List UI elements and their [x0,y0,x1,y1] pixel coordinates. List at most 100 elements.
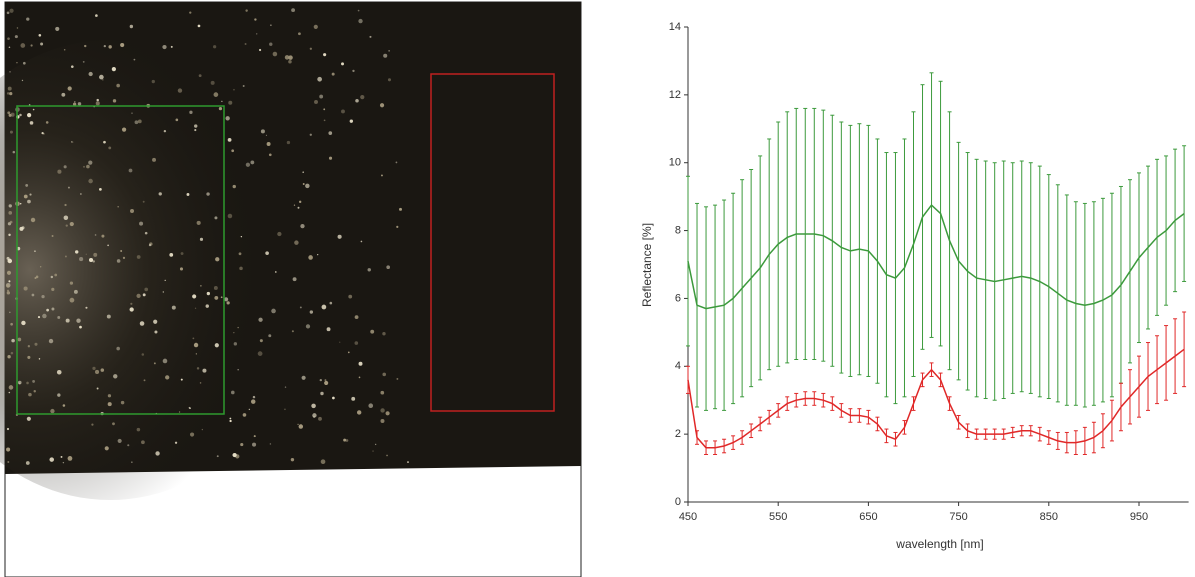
speckle [312,413,317,418]
speckle [399,207,402,211]
speckle [290,457,295,462]
speckle [374,443,377,446]
image-texture [0,40,310,500]
speckle [206,192,210,196]
speckle [291,8,296,13]
speckle [21,320,26,326]
speckle [77,102,82,106]
speckle [301,375,306,380]
speckle [99,188,102,191]
speckle [171,305,176,310]
speckle [313,416,315,418]
speckle [26,381,29,385]
speckle [63,48,66,51]
y-tick-label: 4 [675,360,681,372]
speckle [277,231,282,237]
speckle [332,396,335,400]
speckle [50,275,54,279]
speckle [230,390,235,395]
speckle [258,317,263,322]
speckle [37,316,41,319]
speckle [7,86,12,91]
green-roi [16,105,225,415]
speckle [92,260,95,263]
speckle [169,252,174,257]
speckle [309,310,314,314]
speckle [220,296,223,299]
speckle [286,140,291,145]
speckle [321,304,327,310]
speckle [270,24,272,27]
speckle [205,304,209,308]
speckle [194,128,197,132]
x-tick-label: 950 [1130,511,1148,523]
speckle [120,400,125,405]
speckle [305,324,311,329]
speckle [8,280,11,283]
speckle [162,44,167,50]
speckle [34,277,37,280]
speckle [272,51,278,57]
speckle [95,14,98,17]
speckle [258,48,262,52]
speckles [5,8,409,465]
speckle [127,444,130,447]
speckle [387,78,392,82]
speckle [284,408,286,411]
speckle [49,457,54,462]
speckle [142,293,146,297]
speckle [218,107,223,111]
speckle [372,450,374,452]
speckle [107,402,112,407]
speckle [69,297,75,303]
speckle [318,416,322,421]
speckle [381,174,383,177]
speckle [122,256,126,259]
speckle [16,27,19,29]
speckle [79,325,82,329]
speckle [358,18,363,24]
speckle [96,387,99,390]
speckle [245,9,248,12]
speckle [314,99,318,104]
speckle [6,256,10,260]
speckle [19,203,22,205]
speckle [240,236,243,238]
speckle [395,161,398,164]
speckle [196,220,201,225]
speckle [153,362,156,365]
speckle [31,293,35,297]
speckle [33,390,36,393]
speckle [266,142,271,146]
speckle [30,44,33,47]
speckle [104,446,109,451]
speckle [130,209,135,213]
speckle [396,225,399,228]
speckle [196,367,200,370]
speckle [213,92,219,97]
speckle [162,358,168,364]
speckle [9,71,11,73]
speckle [192,337,195,340]
speckle [269,443,272,445]
x-tick-label: 850 [1040,511,1058,523]
speckle [300,223,305,229]
speckle [252,442,257,447]
speckle [165,375,170,380]
speckle [229,419,232,423]
speckle [120,43,125,48]
speckle [101,234,105,238]
speckle [297,206,300,209]
speckle [229,417,232,420]
speckle [383,53,388,58]
speckle [250,160,255,165]
speckle [34,342,38,346]
speckle [358,361,363,366]
x-tick-label: 450 [679,511,697,523]
speckle [26,17,30,21]
speckle [370,329,375,334]
chart: wavelength [nm] Reflectance [%] 0 2 4 6 8 10 1… [640,21,1189,551]
speckle [136,255,141,259]
speckle [93,252,98,257]
speckle [302,171,304,173]
